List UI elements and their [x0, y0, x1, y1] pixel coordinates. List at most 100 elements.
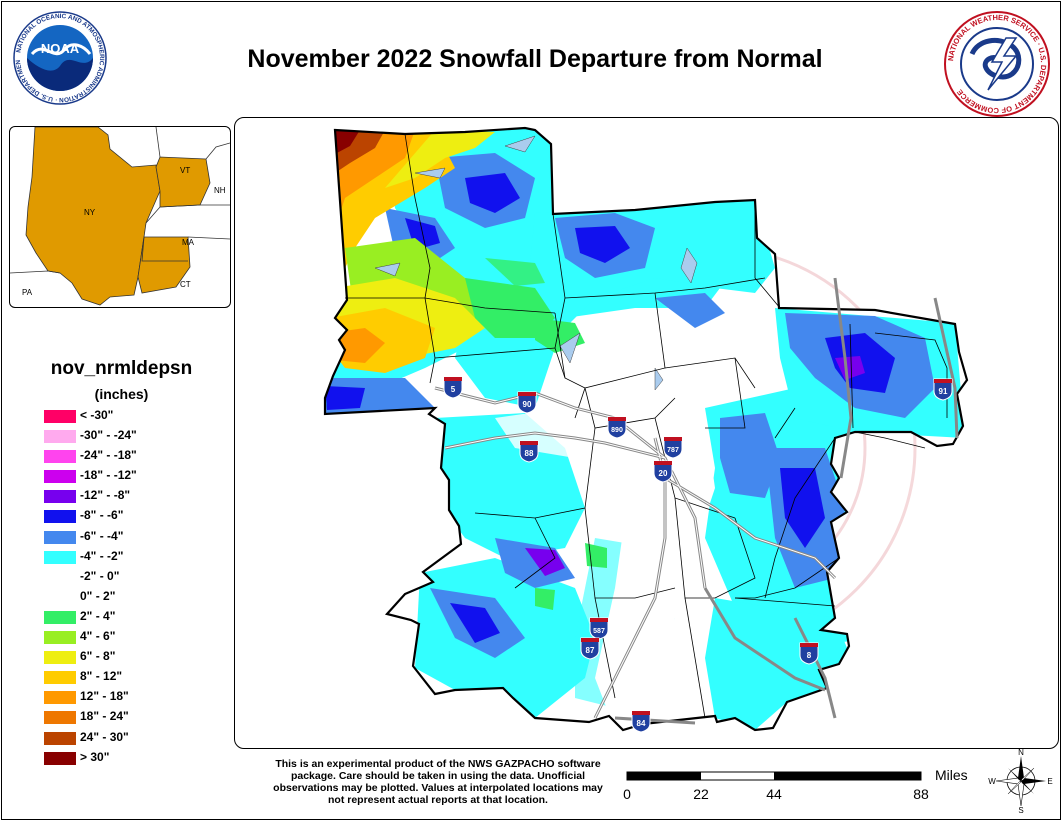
legend-swatch: [44, 590, 76, 604]
legend-item: 2" - 4": [14, 608, 229, 628]
legend-item: -2" - 0": [14, 568, 229, 588]
interstate-number: 890: [611, 427, 623, 434]
legend-swatch: [44, 671, 76, 685]
legend-item: -30" - -24": [14, 427, 229, 447]
scale-unit: Miles: [935, 767, 968, 783]
legend-label: -4" - -2": [80, 548, 124, 563]
main-map: 5 90 890 88 787 20 587 87 84 91 8: [234, 117, 1059, 749]
legend-label: < -30": [80, 408, 114, 422]
legend-swatch: [44, 530, 76, 544]
compass-e: E: [1047, 777, 1052, 786]
interstate-number: 587: [593, 628, 605, 635]
legend-item: > 30": [14, 749, 229, 769]
legend-item: 4" - 6": [14, 628, 229, 648]
interstate-number: 90: [523, 400, 532, 409]
legend-swatch: [44, 470, 76, 484]
legend-label: -30" - -24": [80, 428, 137, 443]
compass-n: N: [1018, 748, 1024, 757]
interstate-shield: 20: [653, 460, 673, 483]
scale-tick-88: 88: [913, 786, 929, 802]
legend-label: 8" - 12": [80, 669, 123, 684]
legend-label: -6" - -4": [80, 528, 124, 543]
legend-label: 24" - 30": [80, 729, 129, 744]
disclaimer-text: This is an experimental product of the N…: [273, 758, 603, 806]
legend-swatch: [44, 430, 76, 444]
legend-label: 4" - 6": [80, 629, 116, 644]
legend-rows: < -30" -30" - -24" -24" - -18" -18" - -12" -…: [14, 407, 229, 769]
legend-swatch: [44, 490, 76, 504]
legend-label: 0" - 2": [80, 588, 116, 603]
legend-label: 6" - 8": [80, 649, 116, 664]
legend-item: 0" - 2": [14, 588, 229, 608]
interstate-shield: 87: [580, 637, 600, 660]
interstate-number: 84: [637, 719, 646, 728]
map-title: November 2022 Snowfall Departure from No…: [247, 45, 823, 73]
legend-swatch: [44, 651, 76, 665]
interstate-shield: 8: [799, 642, 819, 665]
inset-label-nh: NH: [214, 186, 226, 195]
legend-item: -8" - -6": [14, 507, 229, 527]
legend-label: -8" - -6": [80, 508, 124, 523]
legend-title: nov_nrmldepsn: [50, 358, 193, 379]
legend-swatch: [44, 691, 76, 705]
legend-item: -12" - -8": [14, 487, 229, 507]
inset-label-ny: NY: [84, 208, 96, 217]
county-lines: [345, 133, 948, 719]
scale-tick-0: 0: [623, 786, 631, 802]
interstate-shield: 787: [663, 436, 683, 459]
interstate-number: 20: [659, 469, 668, 478]
legend-item: -24" - -18": [14, 447, 229, 467]
interstate-number: 787: [667, 447, 679, 454]
snow-departure-field: [325, 128, 965, 730]
scale-tick-22: 22: [693, 786, 709, 802]
interstate-shield: 88: [519, 440, 539, 463]
legend-item: 6" - 8": [14, 648, 229, 668]
legend-label: -24" - -18": [80, 448, 137, 463]
legend-swatch: [44, 550, 76, 564]
interstate-shield: 91: [933, 378, 953, 401]
compass-w: W: [988, 777, 996, 786]
interstate-shield: 890: [607, 416, 627, 439]
legend-swatch: [44, 711, 76, 725]
lakes: [374, 135, 698, 391]
legend-label: > 30": [80, 749, 110, 764]
inset-label-ct: CT: [180, 280, 191, 289]
legend-item: 12" - 18": [14, 688, 229, 708]
legend-item: 8" - 12": [14, 668, 229, 688]
interstate-number: 87: [586, 646, 595, 655]
inset-label-vt: VT: [180, 166, 190, 175]
legend-swatch: [44, 631, 76, 645]
legend-swatch: [44, 570, 76, 584]
compass-rose-icon: N S W E: [988, 748, 1052, 814]
interstate-shields: 5 90 890 88 787 20 587 87 84 91 8: [443, 376, 953, 733]
legend-swatch: [44, 610, 76, 624]
legend-swatch: [44, 751, 76, 765]
legend-label: 2" - 4": [80, 608, 116, 623]
legend-label: -12" - -8": [80, 488, 131, 503]
interstate-number: 88: [525, 449, 534, 458]
inset-label-ma: MA: [182, 238, 195, 247]
cwa-outline: [323, 126, 969, 732]
compass-s: S: [1018, 806, 1023, 814]
legend-label: 18" - 24": [80, 709, 129, 724]
scale-tick-44: 44: [766, 786, 782, 802]
legend-item: -18" - -12": [14, 467, 229, 487]
legend-item: 18" - 24": [14, 708, 229, 728]
noaa-logo: NATIONAL OCEANIC AND ATMOSPHERIC ADMINIS…: [12, 10, 107, 105]
legend-item: 24" - 30": [14, 729, 229, 749]
legend-label: 12" - 18": [80, 689, 129, 704]
legend-swatch: [44, 450, 76, 464]
noaa-center-text: NOAA: [41, 41, 80, 56]
legend-item: < -30": [14, 407, 229, 427]
inset-label-pa: PA: [22, 288, 33, 297]
interstate-shield: 5: [443, 376, 463, 399]
legend-item: -6" - -4": [14, 528, 229, 548]
legend-units: (inches): [94, 386, 149, 402]
interstate-shield: 90: [517, 391, 537, 414]
inset-map: NY VT NH MA CT PA: [9, 126, 231, 308]
legend-label: -2" - 0": [80, 568, 120, 583]
interstate-shield: 84: [631, 710, 651, 733]
legend-swatch: [44, 410, 76, 423]
legend-label: -18" - -12": [80, 468, 137, 483]
